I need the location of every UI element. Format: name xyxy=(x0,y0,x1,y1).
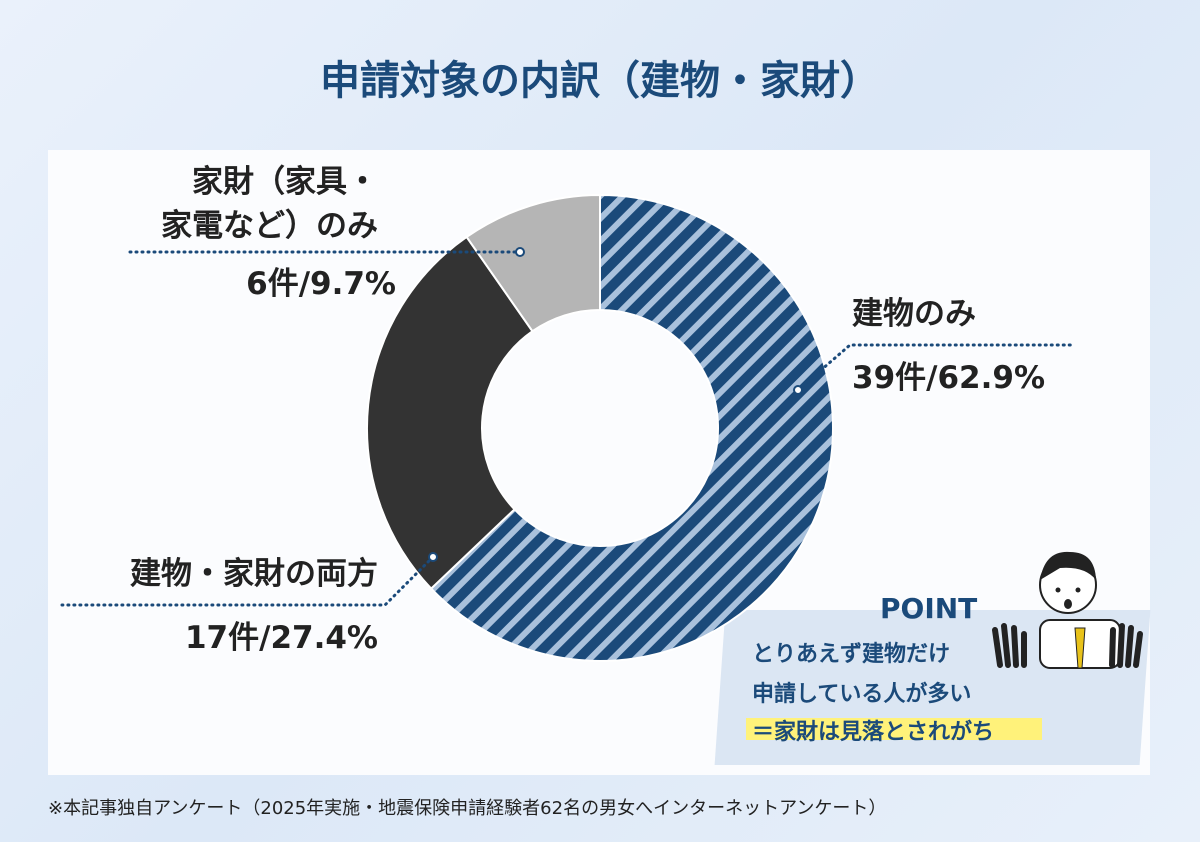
value-label: 6件/9.7% xyxy=(246,266,396,302)
slice-label: 建物・家財の両方 xyxy=(130,556,378,592)
chart-title: 申請対象の内訳（建物・家財） xyxy=(320,58,880,104)
person xyxy=(992,551,1143,669)
point-line: 申請している人が多い xyxy=(752,682,972,707)
leader-dot xyxy=(428,552,438,562)
value-label: 17件/27.4% xyxy=(184,620,378,656)
leader-line xyxy=(796,343,1077,392)
leader-line xyxy=(60,555,435,607)
slice-label: 家財（家具・ 家電など）のみ xyxy=(161,164,378,244)
point-line: ＝家財は見落とされがち xyxy=(752,720,995,745)
point-heading: POINT xyxy=(880,592,978,625)
leader-dot xyxy=(515,247,525,257)
footnote: ※本記事独自アンケート（2025年実施・地震保険申請経験者62名の男女へインター… xyxy=(48,798,887,819)
value-label: 39件/62.9% xyxy=(852,360,1046,396)
leader-dot xyxy=(793,385,803,395)
slice xyxy=(366,235,534,590)
slice xyxy=(429,193,834,662)
point-line: とりあえず建物だけ xyxy=(752,642,951,667)
slice xyxy=(465,193,601,333)
slice-label: 建物のみ xyxy=(852,296,976,332)
highlight xyxy=(746,718,1042,740)
